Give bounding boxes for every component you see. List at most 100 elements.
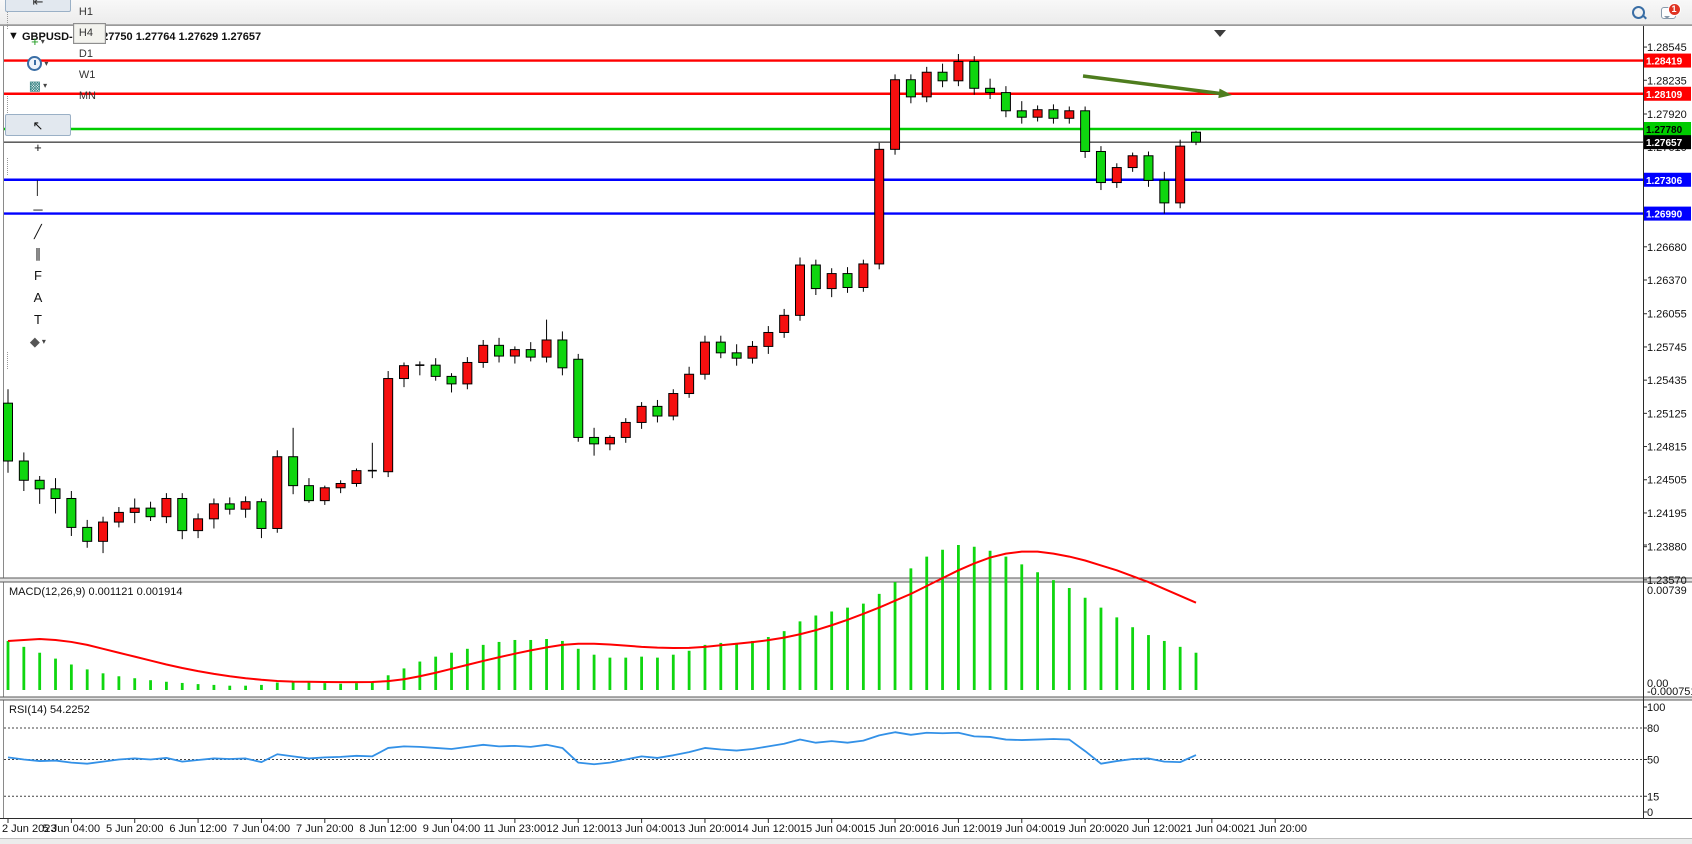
text-label-icon: T (33, 311, 42, 327)
timeframe-w1-button[interactable]: W1 (78, 69, 96, 81)
time-axis-label[interactable]: 19 Jun 04:00 (990, 823, 1054, 835)
timeframe-mn-button[interactable]: MN (78, 90, 96, 102)
channel-icon: ∥ (34, 245, 42, 261)
hline-price-label: 1.27306 (1646, 176, 1683, 187)
timeframe-h1-button[interactable]: H1 (78, 6, 93, 18)
macd-axis-label: 0.00 (1647, 678, 1668, 690)
hline-price-label: 1.27780 (1646, 125, 1683, 136)
crosshair-button[interactable]: + (5, 136, 71, 158)
templates-button[interactable]: ▩ ▾ (5, 74, 71, 96)
chart-canvas[interactable]: ▼ GBPUSD-,H4 1.27750 1.27764 1.27629 1.2… (0, 25, 1692, 844)
timeframe-d1-button[interactable]: D1 (78, 48, 93, 60)
time-axis-label[interactable]: 11 Jun 23:00 (483, 823, 546, 835)
time-axis-label[interactable]: 9 Jun 04:00 (423, 823, 481, 835)
cursor-button[interactable]: ↖ (5, 114, 71, 136)
time-axis-label[interactable]: 19 Jun 20:00 (1053, 823, 1117, 835)
trend-arrow-head[interactable] (1218, 88, 1232, 99)
periods-caret-icon: ▾ (44, 58, 49, 68)
time-axis-label[interactable]: 21 Jun 20:00 (1243, 823, 1307, 835)
vertical-line-button[interactable]: │ (5, 176, 71, 198)
time-axis-label[interactable]: 16 Jun 12:00 (927, 823, 991, 835)
periods-icon (27, 55, 43, 71)
time-axis-label[interactable]: 13 Jun 04:00 (610, 823, 674, 835)
time-axis-label[interactable]: 12 Jun 12:00 (546, 823, 610, 835)
status-strip (0, 838, 1692, 844)
rsi-axis-label: 80 (1647, 723, 1659, 735)
rsi-label: RSI(14) 54.2252 (9, 704, 90, 716)
hline-price-label: 1.26990 (1646, 210, 1683, 221)
rsi-axis-label: 100 (1647, 702, 1665, 714)
trend-arrow-line[interactable] (1082, 74, 1223, 96)
candle-body (240, 501, 251, 510)
hline-price-label-bg (1644, 53, 1691, 68)
search-icon (1631, 6, 1645, 19)
time-axis-label[interactable]: 15 Jun 04:00 (800, 823, 864, 835)
candle-body (779, 314, 790, 333)
shapes-button[interactable]: ◆ ▾ (5, 330, 71, 352)
cursor-icon: ↖ (32, 117, 44, 133)
time-axis-label[interactable]: 7 Jun 20:00 (296, 823, 354, 835)
timeframe-h4-button[interactable]: H4 (72, 22, 107, 44)
toolbar-separator (7, 158, 8, 175)
panel-divider[interactable] (0, 578, 1692, 582)
candle-body (699, 341, 710, 375)
time-axis-label[interactable]: 13 Jun 20:00 (673, 823, 737, 835)
search-button[interactable] (1624, 1, 1652, 23)
time-axis-label[interactable]: 2 Jun 2023 (2, 823, 56, 835)
time-axis-label[interactable]: 8 Jun 12:00 (359, 823, 417, 835)
time-axis-label[interactable]: 21 Jun 04:00 (1180, 823, 1244, 835)
candle-body (478, 344, 489, 363)
timeframe-toolbar: M1M5M15M30H1H4D1W1MN (72, 0, 107, 107)
indicators-button[interactable]: + ▾ (5, 30, 71, 52)
candle-body (842, 273, 853, 289)
price-axis-label: 1.26680 (1647, 242, 1687, 254)
candle-body (826, 273, 837, 290)
price-axis-label: 1.24815 (1647, 442, 1687, 454)
chart-shift-marker[interactable] (1214, 30, 1226, 37)
trendline-button[interactable]: ╱ (5, 220, 71, 242)
price-axis-label: 1.25435 (1647, 375, 1687, 387)
hline-price-label: 1.28109 (1646, 90, 1683, 101)
periods-button[interactable]: ▾ (5, 52, 71, 74)
horizontal-line-icon: ─ (33, 201, 43, 217)
candle-body (969, 61, 980, 89)
candle-body (668, 393, 679, 417)
crosshair-icon: + (34, 139, 42, 155)
toolbar-right: 1 (1623, 1, 1688, 23)
candle-body (224, 503, 235, 510)
candle-body (858, 263, 869, 289)
toolbar-separator (7, 12, 8, 29)
time-axis-label[interactable]: 7 Jun 04:00 (233, 823, 291, 835)
candle-body (129, 507, 140, 513)
candle-body (256, 501, 267, 529)
channel-button[interactable]: ∥ (5, 242, 71, 264)
price-axis-label: 1.24505 (1647, 475, 1687, 487)
price-axis-label: 1.23570 (1647, 575, 1687, 587)
time-axis-label[interactable]: 14 Jun 12:00 (737, 823, 801, 835)
horizontal-line-button[interactable]: ─ (5, 198, 71, 220)
candle-body (1159, 179, 1170, 204)
indicators-icon: + (31, 33, 39, 49)
templates-caret-icon: ▾ (43, 80, 48, 90)
chart-shift-button[interactable]: ⇤ (5, 0, 71, 12)
time-axis-label[interactable]: 15 Jun 20:00 (863, 823, 927, 835)
candle-body (573, 358, 584, 438)
panel-divider[interactable] (0, 697, 1692, 700)
candle-body (113, 511, 124, 523)
time-axis-label[interactable]: 6 Jun 12:00 (169, 823, 227, 835)
notifications-button[interactable]: 1 (1654, 1, 1682, 23)
symbol-dropdown-icon[interactable]: ▼ (8, 30, 19, 42)
fibonacci-button[interactable]: F (5, 264, 71, 286)
candle-body (288, 456, 299, 487)
rsi-line (7, 731, 1197, 766)
time-axis-label[interactable]: 5 Jun 20:00 (106, 823, 164, 835)
time-axis-label[interactable]: 20 Jun 12:00 (1117, 823, 1181, 835)
hline-price-label-bg (1644, 86, 1691, 101)
candle-body (684, 373, 695, 395)
candle-body (763, 331, 774, 347)
toolbar: 新订单◄☻◉●自动交易▥◫∿▦↦⇤+▾▾▩▾↖+│─╱∥FAT◆▾ M1M5M1… (0, 0, 1692, 369)
time-axis-label[interactable]: 5 Jun 04:00 (43, 823, 101, 835)
hline-price-label-bg (1644, 172, 1691, 187)
text-label-button[interactable]: T (5, 308, 71, 330)
text-button[interactable]: A (5, 286, 71, 308)
